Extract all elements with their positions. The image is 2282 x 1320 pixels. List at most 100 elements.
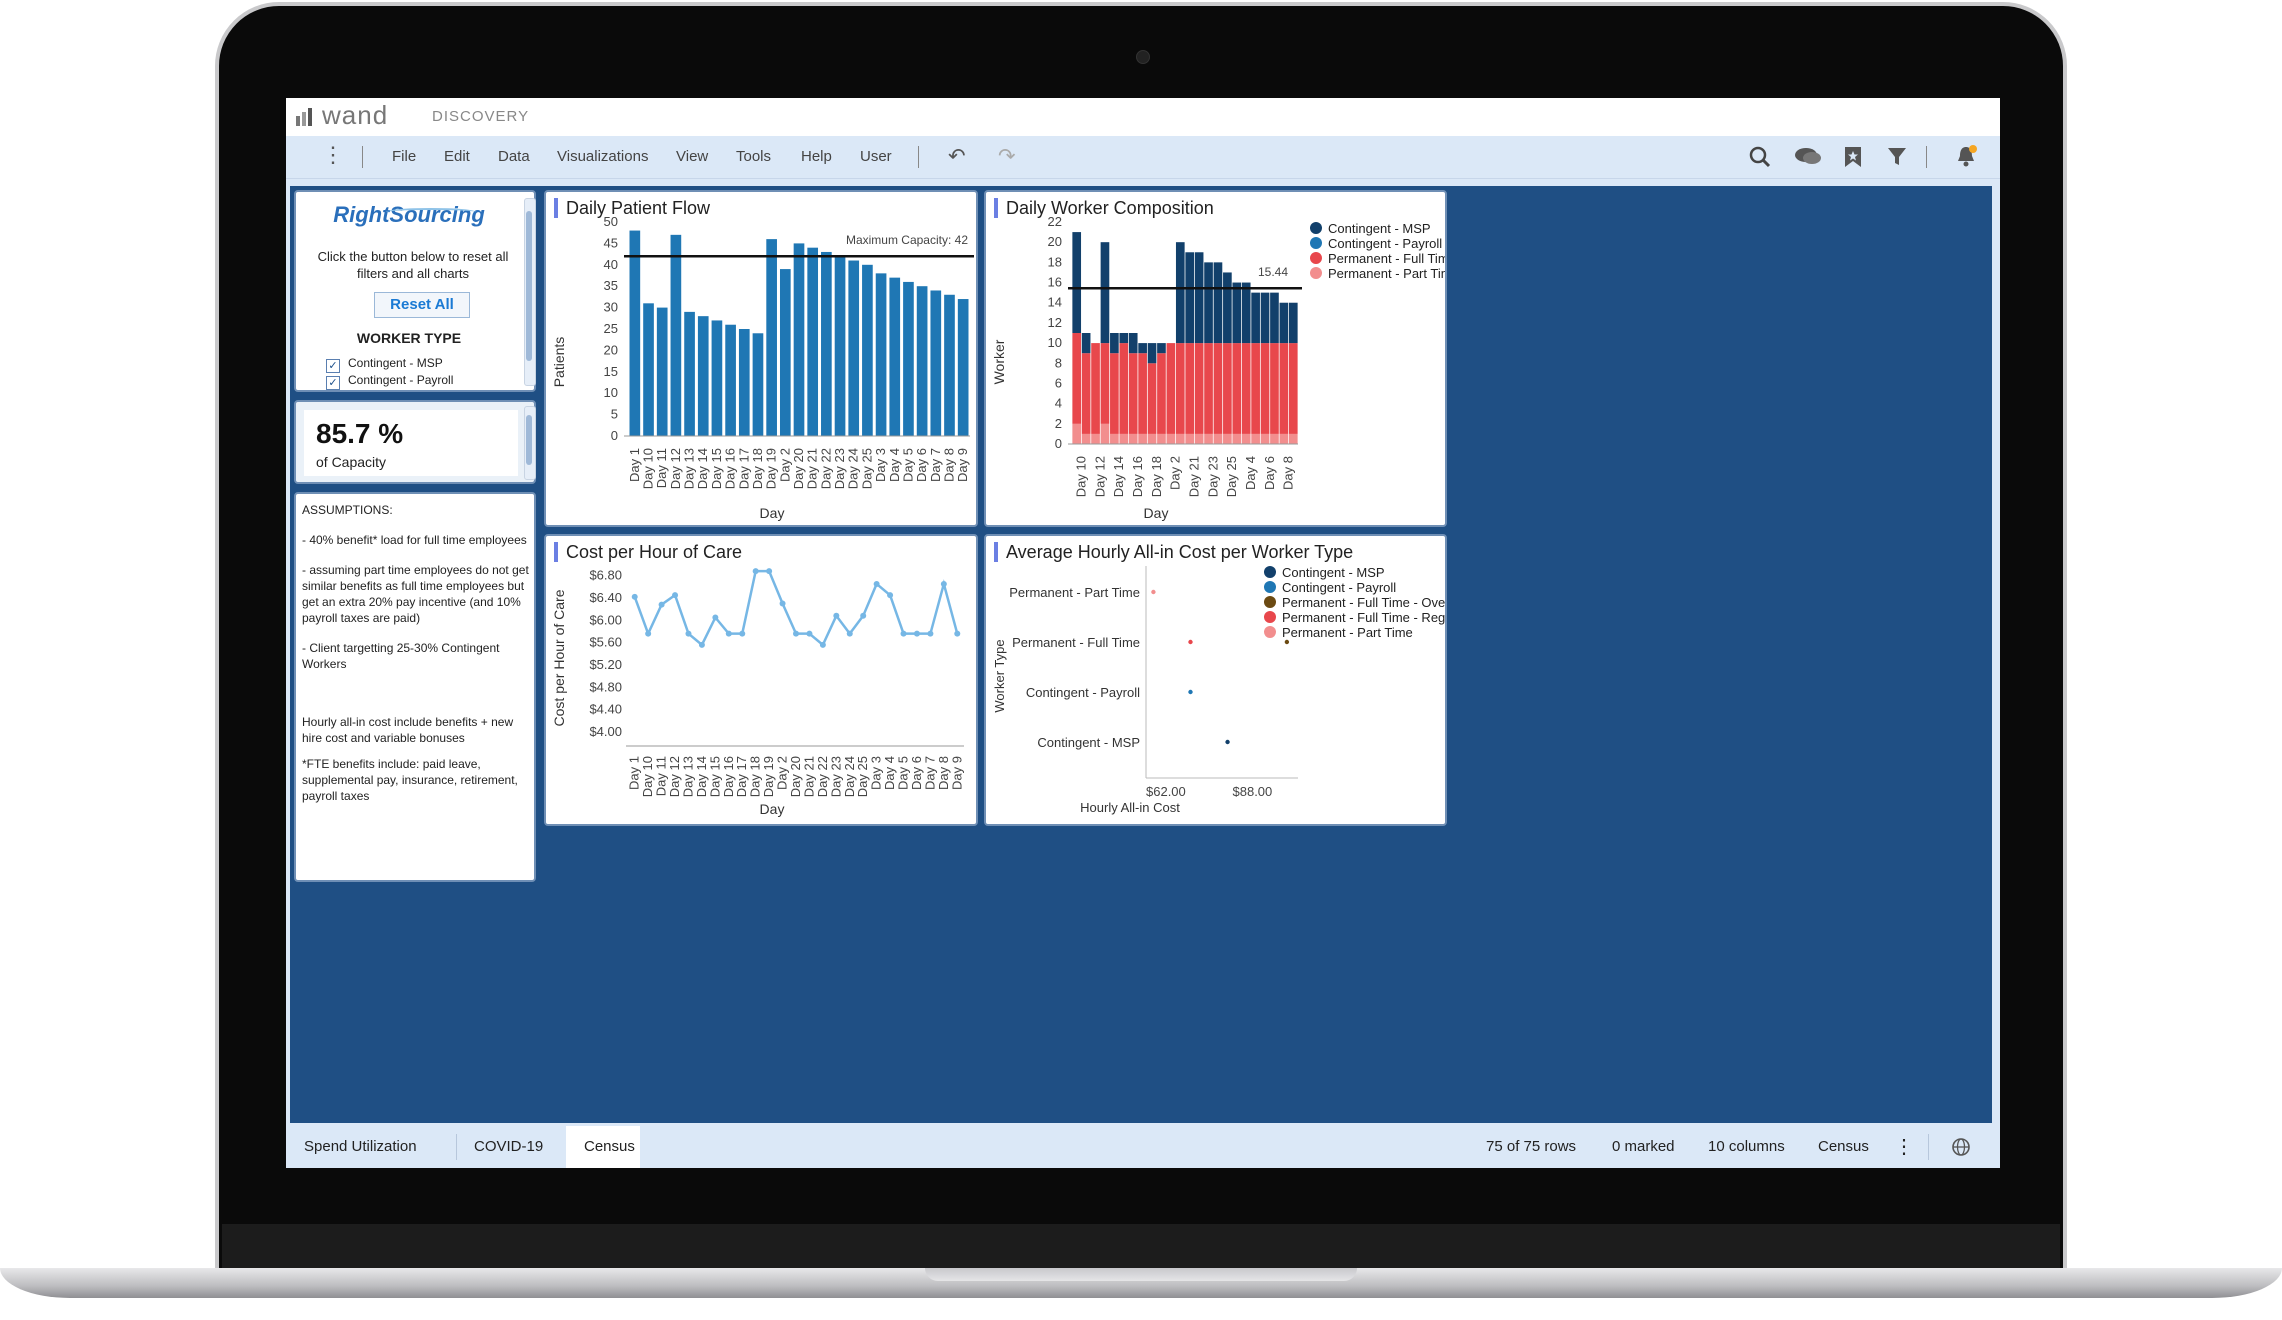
data-point: [940, 580, 947, 587]
x-tick-label: Day 19: [764, 448, 779, 489]
bar-segment: [1279, 433, 1289, 444]
assumption-note: *FTE benefits include: paid leave, suppl…: [302, 757, 518, 803]
undo-icon[interactable]: ↶: [948, 145, 966, 168]
x-tick-label: Day 8: [936, 756, 951, 790]
data-table-name[interactable]: Census: [1818, 1138, 1869, 1155]
x-tick-label: Day 14: [694, 756, 709, 797]
bar: [807, 247, 819, 436]
filter-item[interactable]: ✓ Contingent - MSP: [326, 356, 522, 373]
menu-visualizations[interactable]: Visualizations: [557, 148, 649, 165]
x-tick-label: Day 8: [1281, 456, 1296, 490]
notifications-icon[interactable]: [1954, 144, 1978, 170]
x-tick-label: Day 10: [640, 756, 655, 797]
x-tick-label: Day 10: [1073, 456, 1088, 497]
y-tick-label: $5.20: [589, 657, 622, 672]
data-point: [900, 630, 907, 637]
legend-label: Permanent - Full Time - Overtime: [1282, 595, 1445, 610]
worker-composition-chart[interactable]: 0 2 4 6 8 10 12 14 16 18 20 22 15.44 Day 10 Day 12 Day …: [986, 192, 1445, 525]
y-tick-label: 15: [604, 364, 618, 379]
filter-icon[interactable]: [1886, 145, 1908, 169]
chart-panel-patient-flow: Daily Patient Flow 0 5 10 15 20 25 30 35 40 45 50 M…: [544, 190, 978, 527]
assumption-note: Hourly all-in cost include benefits + ne…: [302, 715, 514, 745]
tab-covid-19[interactable]: COVID-19: [474, 1138, 544, 1155]
scroll-thumb[interactable]: [526, 415, 532, 465]
bar: [793, 243, 805, 436]
menu-user[interactable]: User: [860, 148, 892, 165]
menu-tools[interactable]: Tools: [736, 148, 772, 165]
assumption-item: - Client targetting 25-30% Contingent Wo…: [302, 641, 500, 671]
bar: [916, 286, 928, 436]
column-count: 10 columns: [1708, 1138, 1785, 1155]
kpi-panel: 85.7 % of Capacity: [294, 400, 536, 484]
chart-panel-worker-composition: Daily Worker Composition 0 2 4 6 8 10 12 14 16 18…: [984, 190, 1447, 527]
menu-data[interactable]: Data: [498, 148, 530, 165]
x-tick-label: Day 22: [818, 448, 833, 489]
x-tick-label: Day 2: [1168, 456, 1183, 490]
legend-label: Permanent - Part Time: [1328, 266, 1445, 281]
y-tick-label: Permanent - Part Time: [1009, 585, 1140, 600]
bar-segment: [1072, 333, 1082, 424]
more-options-icon[interactable]: ⋮: [1894, 1136, 1914, 1158]
cost-per-hour-chart[interactable]: $4.00 $4.40 $4.80 $5.20 $5.60 $6.00 $6.40 $6.80…: [546, 536, 976, 824]
x-tick-label: Day 3: [873, 448, 888, 482]
legend-swatch: [1310, 222, 1322, 234]
menu-view[interactable]: View: [676, 148, 709, 165]
x-tick-label: Day 4: [887, 448, 902, 482]
reset-all-button[interactable]: Reset All: [374, 292, 470, 318]
comments-icon[interactable]: [1794, 145, 1822, 169]
filter-item[interactable]: ✓ Contingent - Payroll: [326, 373, 522, 390]
x-tick-label: Day 3: [869, 756, 884, 790]
y-tick-label: 4: [1055, 396, 1062, 411]
menu-help[interactable]: Help: [801, 148, 832, 165]
data-point: [712, 614, 719, 621]
bar-segment: [1270, 343, 1279, 434]
search-icon[interactable]: [1748, 145, 1772, 169]
kpi-scrollbar[interactable]: [524, 406, 536, 480]
x-tick-label: Day 24: [846, 448, 861, 489]
data-point: [672, 592, 679, 599]
y-tick-label: 14: [1048, 295, 1062, 310]
x-tick-label: Day 13: [680, 756, 695, 797]
data-point: [779, 600, 786, 607]
legend-label: Contingent - MSP: [1328, 221, 1431, 236]
tab-spend-utilization[interactable]: Spend Utilization: [304, 1138, 417, 1155]
chart-panel-cost-per-hour: Cost per Hour of Care $4.00 $4.40 $4.80 $5.…: [544, 534, 978, 826]
chart-title: Average Hourly All-in Cost per Worker Ty…: [994, 542, 1353, 562]
x-tick-label: Day 2: [777, 448, 792, 482]
y-tick-label: Contingent - Payroll: [1026, 685, 1140, 700]
menu-bar: ⋮ File Edit Data Visualizations View Too…: [286, 136, 2000, 179]
scroll-thumb[interactable]: [526, 211, 532, 361]
y-tick-label: 50: [604, 214, 618, 229]
avg-hourly-cost-chart[interactable]: Permanent - Part Time Permanent - Full Ti…: [986, 536, 1445, 824]
checkbox-icon[interactable]: ✓: [326, 376, 340, 390]
bar-segment: [1157, 343, 1166, 354]
assumptions-panel: ASSUMPTIONS: - 40% benefit* load for ful…: [294, 492, 536, 882]
x-tick-label: Day 15: [707, 756, 722, 797]
menu-edit[interactable]: Edit: [444, 148, 470, 165]
patient-flow-chart[interactable]: 0 5 10 15 20 25 30 35 40 45 50 Maximum Capacity: 42…: [546, 192, 976, 525]
y-axis-label: Worker Type: [992, 639, 1007, 712]
redo-icon[interactable]: ↷: [998, 145, 1016, 168]
x-tick-label: Day 17: [736, 448, 751, 489]
bar-segment: [1147, 433, 1157, 444]
checkbox-icon[interactable]: ✓: [326, 359, 340, 373]
bar: [779, 269, 791, 436]
bookmark-icon[interactable]: [1842, 145, 1864, 169]
kebab-menu-icon[interactable]: ⋮: [322, 142, 344, 167]
bar-segment: [1185, 343, 1195, 434]
y-tick-label: 10: [604, 385, 618, 400]
bar: [738, 329, 750, 436]
menu-file[interactable]: File: [392, 148, 417, 165]
globe-icon[interactable]: [1950, 1136, 1972, 1158]
legend-swatch: [1264, 596, 1276, 608]
bar-segment: [1251, 433, 1260, 444]
filter-scrollbar[interactable]: [524, 198, 536, 386]
bar: [670, 234, 682, 436]
bar-segment: [1204, 433, 1213, 444]
legend-label: Permanent - Part Time: [1282, 625, 1413, 640]
bar-segment: [1128, 333, 1138, 354]
bar: [711, 320, 723, 436]
bar-segment: [1223, 343, 1232, 434]
reference-line-label: 15.44: [1258, 265, 1288, 279]
tab-census[interactable]: Census: [566, 1126, 640, 1168]
